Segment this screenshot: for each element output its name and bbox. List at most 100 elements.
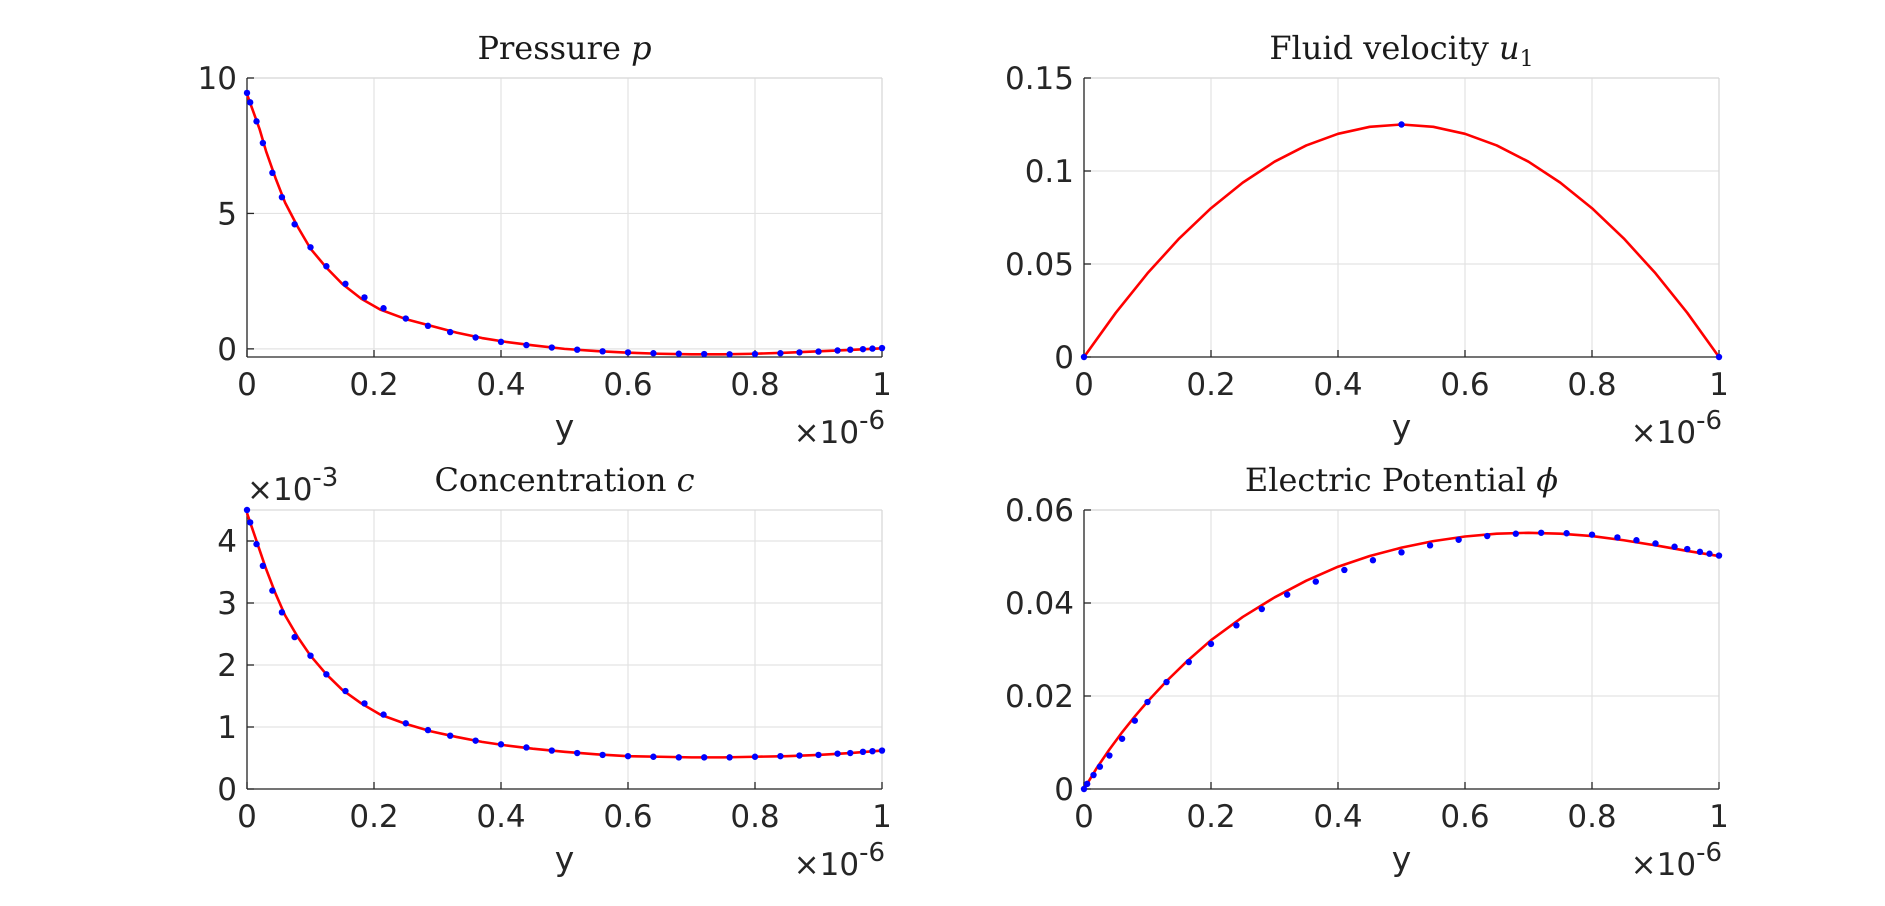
x-tick-label: 0.2	[349, 799, 398, 835]
x-tick-label: 0.4	[476, 367, 525, 403]
data-point	[361, 700, 368, 707]
x-tick-label: 1	[1709, 799, 1729, 835]
data-point	[650, 350, 657, 357]
data-point	[1512, 530, 1520, 537]
data-point	[1455, 536, 1462, 543]
x-axis-label: y	[1392, 839, 1412, 878]
y-tick-label: 0.06	[1005, 493, 1074, 529]
y-tick-label: 4	[217, 524, 237, 560]
chart-title-symbol: u	[1499, 29, 1520, 67]
data-point	[1684, 545, 1691, 553]
x-tick-label: 0.8	[1567, 799, 1616, 835]
y-tick-label: 0	[1054, 340, 1074, 376]
data-point	[815, 751, 822, 759]
data-point	[726, 754, 733, 761]
x-exponent-base: ×10	[794, 847, 859, 883]
data-point	[361, 294, 368, 301]
chart-title: Pressure p	[477, 29, 651, 67]
data-point	[1706, 550, 1713, 557]
x-tick-label: 0.6	[1440, 799, 1489, 835]
data-point	[447, 328, 454, 336]
data-point	[1426, 542, 1434, 549]
data-point	[675, 754, 682, 761]
data-point	[624, 349, 632, 356]
y-exponent-label: ×10-3	[247, 463, 338, 508]
x-exponent-label: ×10-6	[794, 838, 885, 883]
data-point	[447, 732, 454, 739]
data-point	[1652, 540, 1659, 547]
x-exponent-base: ×10	[794, 415, 859, 451]
x-exponent-label: ×10-6	[1631, 406, 1722, 451]
x-exponent-power: -6	[1696, 406, 1722, 436]
data-point	[548, 747, 555, 754]
data-point	[472, 334, 479, 341]
x-tick-label: 0.4	[1313, 799, 1362, 835]
x-tick-label: 0	[237, 367, 257, 403]
data-point	[307, 244, 314, 251]
data-point	[751, 350, 759, 358]
chart-panel-1: 0 0.2 0.4 0.6 0.8 1 0 0.05 0.1 0.15 Fluid velocity…	[1005, 29, 1729, 451]
x-tick-label: 0.8	[730, 799, 779, 835]
data-point	[675, 350, 682, 357]
data-point	[815, 348, 822, 355]
data-point	[847, 346, 854, 353]
data-point	[246, 519, 254, 526]
data-point	[402, 315, 409, 322]
data-point	[424, 322, 432, 330]
data-point	[869, 345, 876, 352]
data-point	[1185, 658, 1192, 666]
data-point	[523, 341, 530, 349]
data-point	[701, 754, 708, 761]
x-tick-label: 0.6	[603, 799, 652, 835]
y-tick-label: 0.05	[1005, 247, 1074, 283]
x-tick-label: 0	[1074, 799, 1094, 835]
data-point	[497, 338, 505, 346]
data-point	[796, 752, 803, 759]
data-point	[599, 751, 606, 759]
data-point	[1696, 548, 1704, 556]
data-point	[1563, 530, 1570, 537]
x-tick-label: 1	[872, 367, 892, 403]
data-point	[291, 221, 298, 228]
data-point	[1131, 717, 1139, 724]
data-point	[342, 687, 349, 695]
data-point	[624, 752, 632, 760]
x-exponent-power: -6	[859, 406, 885, 436]
chart-title-text: Pressure	[477, 29, 631, 67]
data-point	[1258, 605, 1266, 613]
chart-title-text: Electric Potential	[1245, 461, 1536, 499]
data-point	[497, 741, 505, 748]
data-point	[1538, 529, 1545, 536]
data-point	[259, 139, 267, 147]
chart-title: Fluid velocity u1	[1269, 29, 1533, 72]
data-point	[1090, 771, 1097, 779]
data-point	[834, 347, 841, 354]
data-point	[1233, 622, 1240, 629]
data-point	[751, 753, 759, 760]
x-tick-label: 0.6	[603, 367, 652, 403]
x-tick-label: 1	[1709, 367, 1729, 403]
data-point	[869, 747, 876, 755]
data-point	[548, 344, 555, 351]
data-point	[847, 749, 854, 757]
data-point	[1614, 534, 1621, 541]
x-tick-label: 0	[1074, 367, 1094, 403]
data-point	[380, 711, 387, 718]
chart-panel-3: 0 0.2 0.4 0.6 0.8 1 0 0.02 0.04 0.06 Electric Pote…	[1005, 461, 1729, 883]
data-point	[278, 193, 286, 201]
data-point	[1163, 678, 1170, 686]
data-point	[1369, 557, 1377, 564]
data-point	[307, 652, 314, 659]
x-axis-label: y	[555, 839, 575, 878]
chart-title-text: Fluid velocity	[1269, 29, 1499, 67]
y-tick-label: 0	[217, 772, 237, 808]
x-tick-label: 0.4	[476, 799, 525, 835]
data-point	[424, 726, 432, 734]
x-axis-label: y	[1392, 407, 1412, 446]
x-axis-label: y	[555, 407, 575, 446]
data-point	[574, 749, 581, 757]
y-exponent-base: ×10	[247, 472, 312, 508]
series-line-reference	[245, 93, 883, 356]
